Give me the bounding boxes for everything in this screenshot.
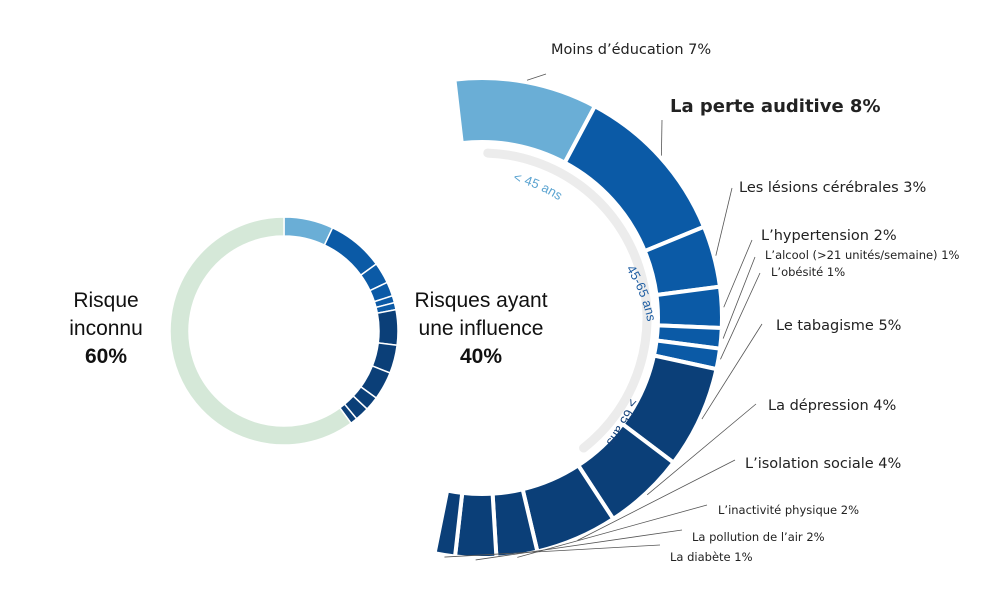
segment-label-l-hypertension-2: L’hypertension 2% xyxy=(761,228,897,244)
leader-line-l-inactivite-physique-2 xyxy=(517,504,708,558)
ring-segment-l-hypertension-2 xyxy=(654,284,724,331)
known-percent: 40% xyxy=(460,345,502,368)
leader-line-l-alcool-21-unites-semaine-1 xyxy=(722,256,756,339)
donut-segment-la-perte-auditive-8 xyxy=(323,226,378,277)
risk-factor-ring xyxy=(432,76,724,560)
segment-label-les-lesions-cerebrales-3: Les lésions cérébrales 3% xyxy=(739,180,926,196)
known-label-line2: une influence xyxy=(419,317,544,340)
segment-label-l-obesite-1: L’obésité 1% xyxy=(771,265,845,279)
unknown-label-line2: inconnu xyxy=(69,317,143,340)
leader-line-l-obesite-1 xyxy=(720,272,761,360)
leader-line-le-tabagisme-5 xyxy=(701,323,763,420)
known-label-line1: Risques ayant xyxy=(414,289,547,312)
segment-labels: Moins d’éducation 7% La perte auditive 8%… xyxy=(444,42,960,564)
segment-label-la-depression-4: La dépression 4% xyxy=(768,398,896,414)
segment-label-moins-d-education-7: Moins d’éducation 7% xyxy=(551,42,711,58)
unknown-percent: 60% xyxy=(85,345,127,368)
segment-label-l-isolation-sociale-4: L’isolation sociale 4% xyxy=(745,456,901,472)
leader-line-l-isolation-sociale-4 xyxy=(577,459,736,541)
segment-label-l-alcool-21-unites-semaine-1: L’alcool (>21 unités/semaine) 1% xyxy=(765,248,960,262)
leader-line-l-hypertension-2 xyxy=(723,239,753,308)
age-track-arc xyxy=(483,148,652,453)
segment-label-la-pollution-de-l-air-2: La pollution de l’air 2% xyxy=(692,530,825,544)
leader-line-moins-d-education-7 xyxy=(526,73,547,81)
donut-segment-le-tabagisme-5 xyxy=(376,308,399,347)
segment-label-le-tabagisme-5: Le tabagisme 5% xyxy=(776,318,901,334)
overall-risk-donut xyxy=(169,216,399,446)
segment-label-la-diabete-1: La diabète 1% xyxy=(670,550,753,564)
age-track xyxy=(483,148,652,453)
ring-segment-la-diabete-1 xyxy=(432,488,465,559)
ring-segment-la-perte-auditive-8 xyxy=(562,103,707,254)
leader-line-la-diabete-1 xyxy=(444,544,661,558)
leader-line-la-perte-auditive-8 xyxy=(661,119,663,156)
segment-label-la-perte-auditive-8: La perte auditive 8% xyxy=(670,96,881,117)
donut-segment-moins-d-education-7 xyxy=(283,216,334,247)
leader-line-les-lesions-cerebrales-3 xyxy=(715,187,733,256)
donut-segment-risque-inconnu xyxy=(169,216,353,446)
segment-label-l-inactivite-physique-2: L’inactivité physique 2% xyxy=(718,503,859,517)
unknown-label-line1: Risque xyxy=(73,289,138,312)
leader-line-la-depression-4 xyxy=(646,403,757,496)
leader-line-la-pollution-de-l-air-2 xyxy=(475,529,683,561)
